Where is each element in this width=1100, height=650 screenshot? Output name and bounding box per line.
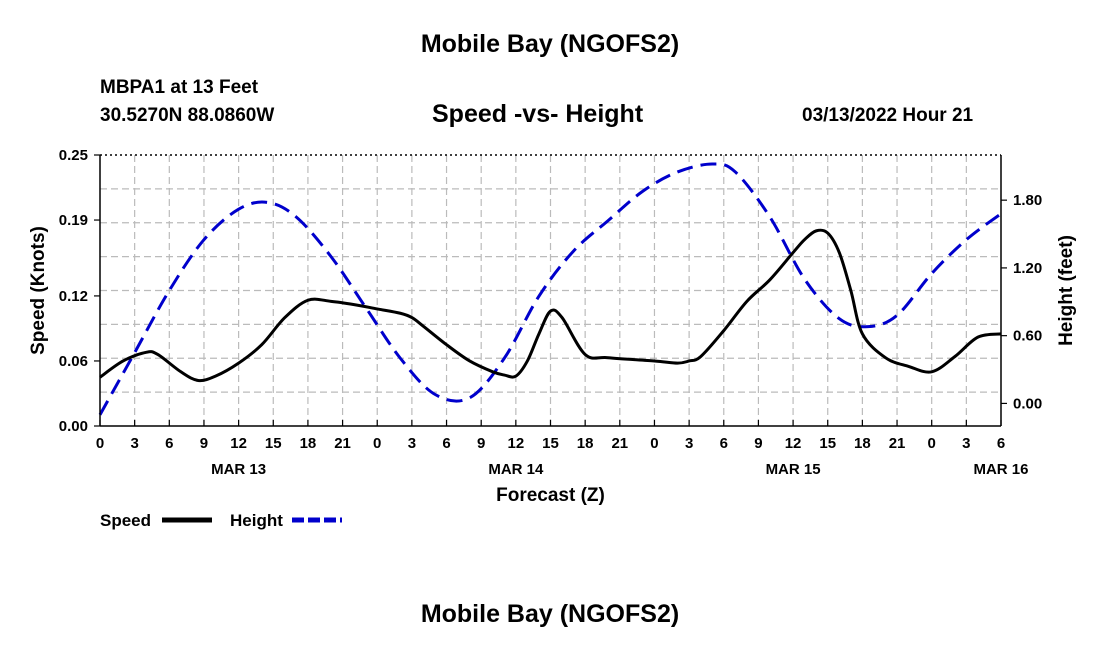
height-series-line bbox=[98, 162, 1002, 416]
date-label: MAR 16 bbox=[973, 461, 1028, 478]
x-tick-label: 18 bbox=[577, 435, 594, 452]
chart-subtitle: Speed -vs- Height bbox=[432, 100, 644, 128]
y2-tick-label: 1.20 bbox=[1013, 260, 1042, 277]
y-tick-label: 0.19 bbox=[59, 212, 88, 229]
chart-title: Mobile Bay (NGOFS2) bbox=[420, 30, 680, 58]
y-tick-label: 0.06 bbox=[59, 353, 88, 370]
x-tick-label: 0 bbox=[928, 435, 936, 452]
x-tick-label: 6 bbox=[720, 435, 728, 452]
x-tick-label: 6 bbox=[165, 435, 173, 452]
x-tick-label: 9 bbox=[754, 435, 762, 452]
x-tick-label: 3 bbox=[130, 435, 138, 452]
y2-tick-label: 0.00 bbox=[1013, 395, 1042, 412]
x-tick-label: 0 bbox=[96, 435, 104, 452]
y-tick-label: 0.25 bbox=[59, 147, 88, 164]
x-tick-label: 6 bbox=[997, 435, 1005, 452]
x-tick-label: 21 bbox=[889, 435, 906, 452]
y2-tick-label: 0.60 bbox=[1013, 328, 1042, 345]
date-label: MAR 13 bbox=[211, 461, 266, 478]
x-tick-label: 3 bbox=[685, 435, 693, 452]
speed-series-line bbox=[99, 228, 1002, 383]
y-tick-label: 0.12 bbox=[59, 288, 88, 305]
x-tick-label: 21 bbox=[611, 435, 628, 452]
x-tick-label: 12 bbox=[508, 435, 525, 452]
x-tick-label: 18 bbox=[854, 435, 871, 452]
y-axis-title: Speed (Knots) bbox=[28, 226, 49, 355]
y2-axis-title: Height (feet) bbox=[1056, 235, 1077, 346]
legend-height-label: Height bbox=[230, 511, 283, 530]
x-tick-label: 3 bbox=[962, 435, 970, 452]
x-tick-label: 3 bbox=[408, 435, 416, 452]
x-tick-label: 0 bbox=[650, 435, 658, 452]
x-tick-label: 15 bbox=[265, 435, 282, 452]
legend-speed-label: Speed bbox=[100, 511, 151, 530]
bottom-chart-title: Mobile Bay (NGOFS2) bbox=[420, 600, 680, 628]
x-tick-label: 15 bbox=[819, 435, 836, 452]
x-tick-label: 0 bbox=[373, 435, 381, 452]
y2-tick-label: 1.80 bbox=[1013, 192, 1042, 209]
x-axis-title: Forecast (Z) bbox=[496, 485, 605, 506]
x-tick-label: 18 bbox=[300, 435, 317, 452]
x-tick-label: 9 bbox=[477, 435, 485, 452]
date-label: MAR 14 bbox=[488, 461, 544, 478]
date-label: MAR 15 bbox=[766, 461, 821, 478]
x-tick-label: 21 bbox=[334, 435, 351, 452]
coordinates-label: 30.5270N 88.0860W bbox=[100, 105, 275, 126]
x-tick-label: 15 bbox=[542, 435, 559, 452]
x-tick-label: 6 bbox=[442, 435, 450, 452]
x-tick-label: 9 bbox=[200, 435, 208, 452]
x-tick-label: 12 bbox=[230, 435, 247, 452]
y-tick-label: 0.00 bbox=[59, 418, 88, 435]
x-tick-label: 12 bbox=[785, 435, 802, 452]
station-label: MBPA1 at 13 Feet bbox=[100, 77, 259, 98]
forecast-datetime: 03/13/2022 Hour 21 bbox=[802, 105, 974, 126]
